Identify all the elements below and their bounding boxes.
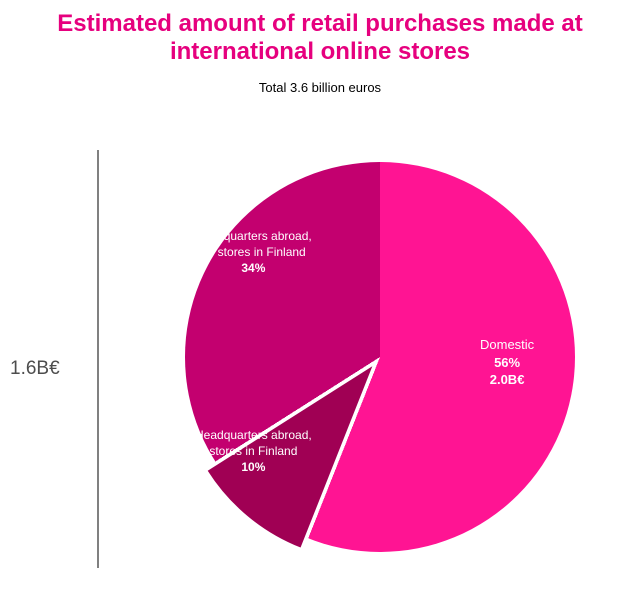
chart-container: Estimated amount of retail purchases mad… xyxy=(0,0,640,599)
chart-title: Estimated amount of retail purchases mad… xyxy=(0,0,640,66)
chart-stage: 1.6B€ Domestic56%2.0B€Headquarters abroa… xyxy=(0,140,640,580)
pie-label-hq_abroad_no_stores: Headquarters abroad,no stores in Finland… xyxy=(195,228,312,277)
pie-label-domestic: Domestic56%2.0B€ xyxy=(480,336,534,389)
chart-subtitle: Total 3.6 billion euros xyxy=(0,66,640,95)
pie-slice-pulled xyxy=(0,140,640,580)
pie-label-hq_abroad_stores_finland: Headquarters abroad,stores in Finland10% xyxy=(195,427,312,476)
